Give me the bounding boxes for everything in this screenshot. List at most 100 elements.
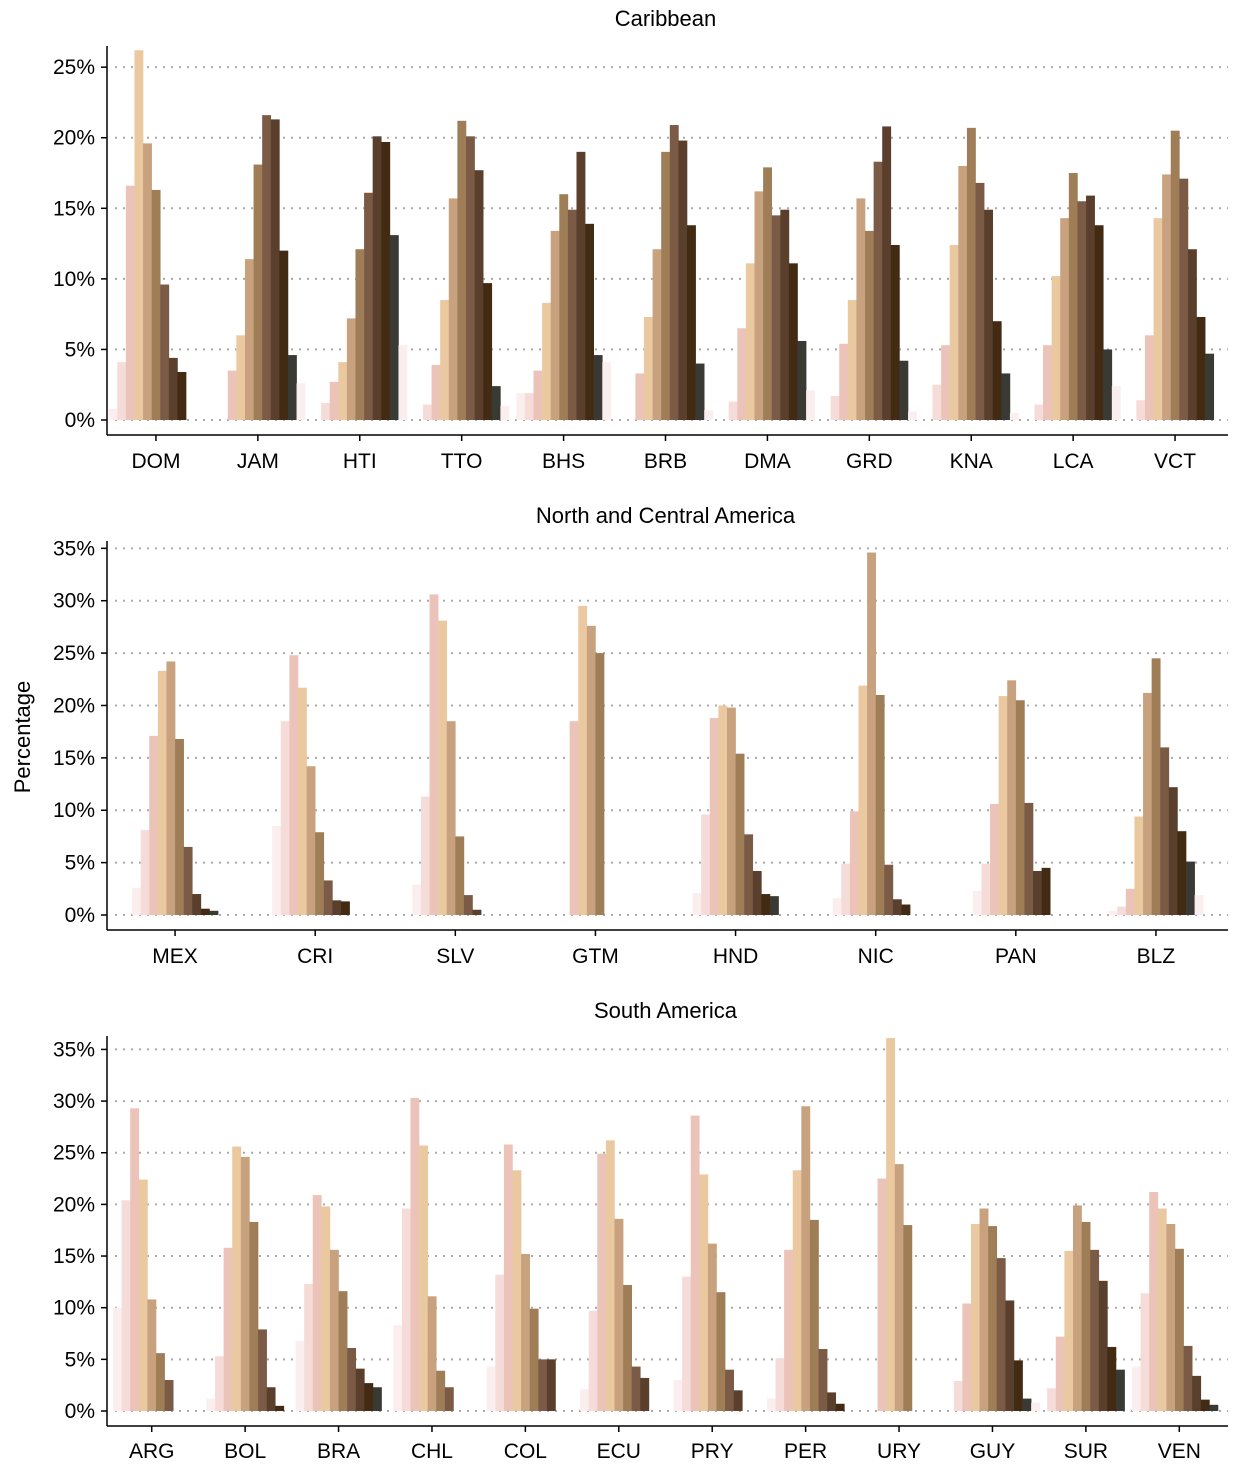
bar — [436, 1370, 446, 1411]
bar — [262, 115, 272, 420]
bar — [559, 194, 569, 420]
bar — [701, 814, 711, 915]
bar — [780, 209, 790, 420]
bar — [784, 1249, 794, 1411]
bar — [270, 119, 280, 421]
bar — [410, 1097, 420, 1411]
bar — [763, 167, 773, 420]
bar — [1111, 386, 1121, 420]
bar-group-sur — [1047, 1205, 1125, 1411]
bar — [156, 1353, 165, 1411]
bar — [690, 1115, 700, 1411]
bar — [892, 899, 902, 915]
y-tick-label: 5% — [65, 338, 95, 361]
bar — [177, 372, 187, 420]
bar — [1205, 353, 1215, 420]
x-tick-label: GTM — [572, 945, 619, 968]
bar — [321, 1206, 331, 1411]
bar — [788, 263, 798, 420]
bar — [486, 1366, 496, 1411]
bar — [830, 396, 840, 420]
bar — [1108, 910, 1118, 915]
x-tick-label: ECU — [597, 1440, 641, 1463]
bar — [1209, 1404, 1219, 1411]
bar-group-jam — [227, 115, 306, 421]
bar — [1157, 1208, 1167, 1411]
bar — [1183, 1345, 1193, 1411]
panel-3: South America 0% 5% 10% 15% 20% 25% 30% 35% ARG BO… — [53, 998, 1228, 1463]
bar — [132, 887, 141, 915]
bar — [1060, 218, 1070, 420]
bar — [585, 223, 594, 420]
bar — [338, 362, 348, 420]
bar — [474, 170, 484, 420]
bar — [890, 244, 900, 420]
bar — [1086, 195, 1095, 420]
bar-group-pry — [673, 1115, 743, 1411]
panel-title: South America — [594, 998, 738, 1023]
bar — [206, 1398, 216, 1411]
bar — [1043, 345, 1052, 420]
bar-group-gtm — [569, 605, 605, 915]
bar — [988, 1226, 998, 1411]
bar — [1001, 373, 1011, 420]
bar — [1143, 692, 1152, 915]
bar-group-brb — [635, 125, 714, 421]
bar — [1055, 1336, 1065, 1411]
x-tick-label: HTI — [343, 450, 377, 473]
bar — [966, 127, 976, 421]
bar — [644, 316, 653, 420]
bar — [312, 1195, 322, 1411]
y-tick-label: 15% — [53, 747, 95, 770]
bar-group-blz — [1108, 658, 1204, 915]
bar — [512, 1170, 522, 1411]
bar — [992, 321, 1002, 420]
bar — [576, 151, 586, 420]
bar — [422, 404, 432, 420]
bar — [984, 209, 994, 420]
bar — [882, 126, 892, 420]
bar — [578, 605, 588, 915]
bar — [704, 410, 714, 420]
bar — [1151, 658, 1161, 915]
bar — [901, 904, 911, 915]
bar — [884, 864, 894, 915]
bar — [726, 707, 736, 915]
bar-group-guy — [953, 1208, 1041, 1411]
bar — [718, 705, 728, 915]
bar — [401, 1208, 411, 1411]
bar — [1068, 173, 1078, 420]
y-tick-label: 20% — [53, 1193, 95, 1216]
bar — [463, 895, 473, 915]
bar — [998, 696, 1008, 915]
bar — [1200, 1399, 1210, 1411]
bar — [389, 235, 399, 420]
bar — [894, 1164, 904, 1411]
bar — [1179, 178, 1189, 420]
bar — [766, 1398, 776, 1411]
bar — [744, 834, 754, 915]
bar — [1034, 404, 1044, 420]
bar — [1186, 861, 1195, 915]
x-tick-label: KNA — [950, 450, 993, 473]
y-tick-label: 25% — [53, 56, 95, 79]
y-tick-label: 30% — [53, 1090, 95, 1113]
bar — [1166, 1224, 1176, 1411]
bar — [595, 653, 605, 915]
y-tick-label: 15% — [53, 197, 95, 220]
bar — [151, 189, 161, 420]
bar — [737, 328, 747, 420]
bar — [580, 1389, 589, 1411]
bar — [877, 1178, 887, 1411]
bar — [827, 1392, 837, 1411]
bar — [1013, 1360, 1023, 1411]
bar — [164, 1380, 174, 1411]
bar — [223, 1247, 233, 1411]
bar — [347, 1347, 357, 1411]
bar — [455, 836, 465, 915]
bar — [266, 1387, 276, 1411]
bar — [1072, 1205, 1082, 1411]
bar — [839, 343, 849, 420]
bar — [329, 1249, 339, 1411]
bar — [941, 345, 951, 420]
